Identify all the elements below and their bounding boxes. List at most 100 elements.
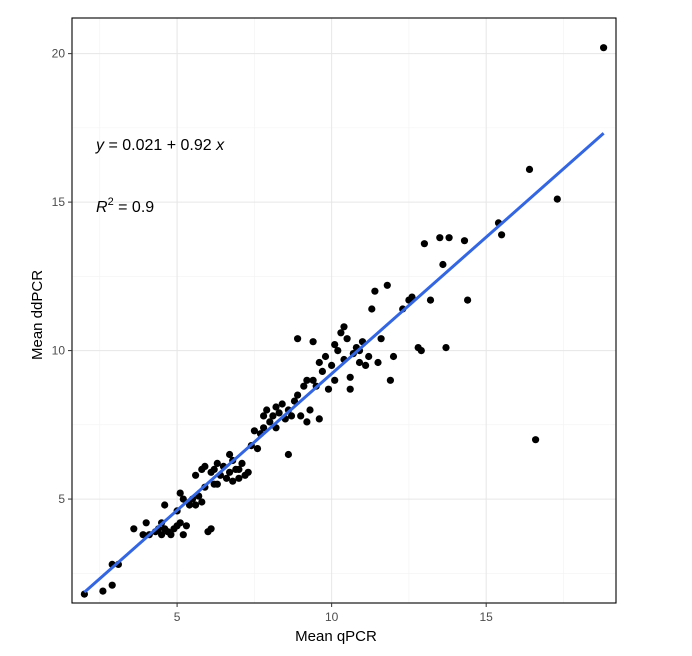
data-point <box>192 471 200 479</box>
data-point <box>417 347 425 355</box>
data-point <box>235 474 243 482</box>
data-point <box>179 495 187 503</box>
data-point <box>275 409 283 417</box>
data-point <box>297 412 305 420</box>
data-point <box>176 519 184 527</box>
data-point <box>207 525 215 533</box>
data-point <box>464 296 472 304</box>
data-point <box>99 587 107 595</box>
data-point <box>210 480 218 488</box>
data-point <box>179 531 187 539</box>
data-point <box>213 459 221 467</box>
data-point <box>176 489 184 497</box>
data-point <box>260 412 268 420</box>
data-point <box>250 427 258 435</box>
data-point <box>158 531 166 539</box>
data-point <box>337 329 345 337</box>
data-point <box>309 338 317 346</box>
y-tick-label: 10 <box>52 344 66 358</box>
data-point <box>244 468 252 476</box>
data-point <box>303 376 311 384</box>
data-point <box>445 234 453 242</box>
data-point <box>315 415 323 423</box>
data-point <box>331 341 339 349</box>
data-point <box>420 240 428 248</box>
data-point <box>324 385 333 393</box>
data-point <box>362 361 370 369</box>
data-point <box>532 436 540 444</box>
regression-line <box>83 132 605 594</box>
y-axis-title: Mean ddPCR <box>29 270 46 360</box>
data-point <box>235 465 243 473</box>
data-point <box>182 522 190 530</box>
data-point <box>553 195 561 203</box>
data-point <box>222 474 231 482</box>
y-tick-label: 5 <box>58 492 65 506</box>
data-point <box>368 305 376 313</box>
data-points <box>80 44 608 598</box>
data-point <box>309 376 317 384</box>
data-point <box>229 477 237 485</box>
data-point <box>185 501 194 509</box>
data-point <box>287 412 296 420</box>
data-point <box>226 468 234 476</box>
data-point <box>340 323 348 331</box>
data-point <box>294 391 302 399</box>
data-point <box>303 418 311 426</box>
grid <box>72 18 616 603</box>
data-point <box>525 165 534 173</box>
data-point <box>210 465 218 473</box>
data-point <box>269 412 277 420</box>
equation-x-symbol: x <box>215 137 225 154</box>
data-point <box>284 450 292 459</box>
data-point <box>408 293 416 301</box>
data-point <box>343 335 351 343</box>
r-squared-exponent: 2 <box>108 196 114 208</box>
data-point <box>600 44 608 52</box>
data-point <box>198 498 206 506</box>
equation-y-symbol: y <box>95 137 105 154</box>
data-point <box>130 525 138 533</box>
data-point <box>371 287 379 295</box>
r-squared-symbol: R <box>96 199 108 216</box>
data-point <box>318 367 326 375</box>
data-point <box>460 237 469 245</box>
data-point <box>346 373 354 381</box>
data-point <box>436 234 444 242</box>
data-point <box>266 418 274 426</box>
data-point <box>365 352 373 361</box>
plot-frame <box>71 17 617 604</box>
data-point <box>108 581 116 589</box>
data-point <box>278 400 286 408</box>
data-point <box>315 358 323 367</box>
data-point <box>306 406 314 414</box>
data-point <box>226 450 234 459</box>
data-point <box>374 358 382 367</box>
data-point <box>439 260 447 269</box>
data-point <box>139 531 147 539</box>
x-tick-label: 5 <box>174 610 181 624</box>
fit-line-group <box>83 132 605 594</box>
data-point <box>334 347 342 355</box>
x-axis-title: Mean qPCR <box>295 628 377 645</box>
y-tick-label: 15 <box>52 195 66 209</box>
data-point <box>383 281 391 289</box>
data-point <box>142 519 150 527</box>
data-point <box>328 361 336 369</box>
data-point <box>331 376 339 384</box>
data-point <box>386 376 394 384</box>
axes: 5 10 15 5 10 15 20 <box>52 47 494 624</box>
data-point <box>263 406 271 414</box>
data-point <box>294 335 302 343</box>
data-point <box>272 403 280 411</box>
data-point <box>260 424 268 432</box>
data-point <box>346 385 354 393</box>
data-point <box>192 501 200 509</box>
data-point <box>498 231 506 239</box>
x-tick-label: 15 <box>480 610 494 624</box>
data-point <box>377 335 385 343</box>
y-tick-label: 20 <box>52 47 66 61</box>
data-point <box>167 531 175 539</box>
